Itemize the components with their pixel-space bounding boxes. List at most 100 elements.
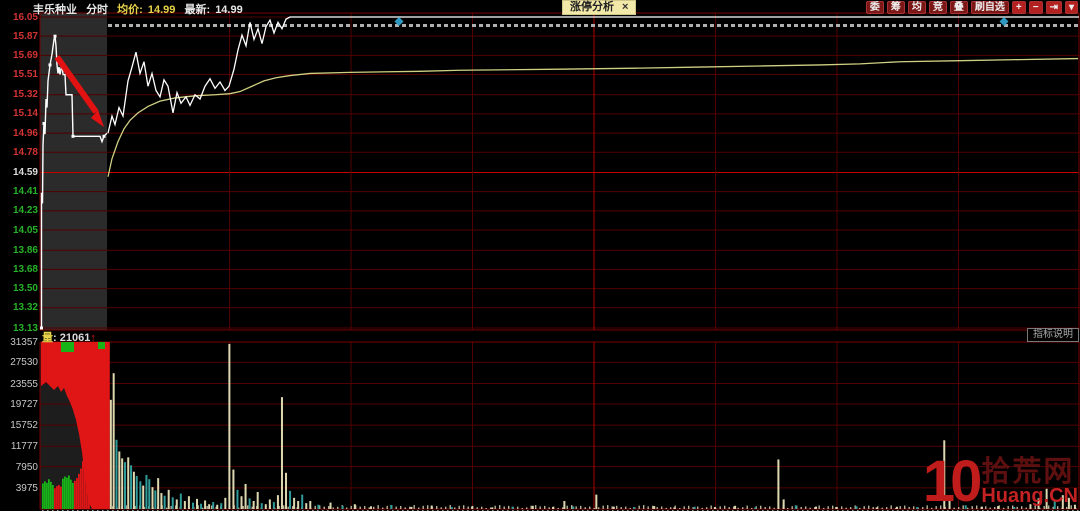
volume-noise-bar (1048, 505, 1050, 509)
volume-noise-bar (395, 506, 397, 509)
toolbar-button-zoom-out[interactable]: − (1028, 1, 1043, 14)
volume-noise-bar (445, 506, 447, 509)
price-dot (71, 134, 75, 138)
toolbar-button-jing[interactable]: 竞 (928, 1, 947, 14)
volume-noise-bar (647, 506, 649, 509)
volume-bar (511, 506, 514, 509)
price-axis-label: 15.87 (12, 30, 38, 42)
volume-bar (272, 502, 275, 509)
top-bar: 丰乐种业 分时 均价: 14.99 最新: 14.99 涨停分析 × 委筹均竞叠… (0, 0, 1080, 16)
tab-close-icon[interactable]: × (622, 1, 629, 13)
volume-bar (612, 506, 615, 509)
price-dot (48, 63, 52, 67)
volume-noise-bar (886, 507, 888, 509)
volume-noise-bar (571, 505, 573, 509)
volume-noise-bar (463, 505, 465, 509)
toolbar-button-jun[interactable]: 均 (907, 1, 926, 14)
price-dot (53, 34, 57, 38)
auction-volume-green (61, 342, 74, 352)
volume-axis-label: 11777 (10, 441, 38, 453)
volume-bar (276, 495, 279, 509)
avg-price-label: 均价: (117, 4, 143, 16)
volume-noise-bar (202, 507, 204, 509)
volume-noise-bar (953, 507, 955, 509)
volume-noise-bar (175, 505, 177, 509)
volume-bar (183, 501, 186, 509)
volume-noise-bar (899, 506, 901, 509)
volume-bar (240, 496, 243, 509)
tab-limit-up-analysis[interactable]: 涨停分析 × (562, 0, 637, 15)
volume-noise-bar (967, 507, 969, 509)
volume-bar (297, 501, 300, 509)
volume-noise-bar (701, 507, 703, 509)
volume-noise-bar (368, 507, 370, 509)
volume-bar (632, 507, 635, 509)
avg-price-value: 14.99 (147, 4, 176, 16)
toolbar-button-refresh-watchlist[interactable]: 刷自选 (970, 1, 1009, 14)
volume-bar (1037, 498, 1040, 509)
volume-noise-bar (625, 506, 627, 509)
volume-noise-bar (751, 507, 753, 509)
volume-noise-bar (994, 506, 996, 509)
price-axis-label: 14.41 (12, 186, 38, 198)
volume-noise-bar (134, 506, 136, 509)
indicator-note-button[interactable]: 指标说明 (1027, 328, 1079, 342)
volume-noise-bar (535, 505, 537, 509)
toolbar-button-jump-end[interactable]: ⇥ (1045, 1, 1062, 14)
volume-bar (244, 483, 247, 509)
volume-noise-bar (845, 507, 847, 509)
volume-noise-bar (742, 507, 744, 509)
volume-noise-bar (499, 505, 501, 509)
volume-noise-bar (1043, 506, 1045, 509)
price-dot (42, 122, 46, 126)
toolbar-button-die[interactable]: 叠 (949, 1, 968, 14)
volume-noise-bar (418, 507, 420, 509)
auction-price-line (40, 35, 108, 328)
price-line (107, 16, 1079, 134)
chart-type-label: 分时 (86, 4, 109, 16)
volume-bar (1045, 488, 1048, 509)
volume-noise-bar (724, 505, 726, 509)
volume-bar (167, 489, 170, 509)
auction-volume-bar (72, 482, 74, 509)
toolbar-button-wei[interactable]: 委 (865, 1, 884, 14)
volume-bar (916, 507, 919, 509)
price-axis-label: 14.96 (12, 127, 38, 139)
volume-value: : 21061 (53, 332, 91, 344)
volume-noise-bar (917, 507, 919, 509)
volume-noise-bar (1016, 506, 1018, 509)
volume-bar (301, 494, 304, 509)
volume-noise-bar (211, 505, 213, 509)
volume-bar (563, 501, 566, 509)
toolbar-button-zoom-in[interactable]: + (1011, 1, 1026, 14)
auction-volume-bar (56, 486, 58, 509)
volume-bar (782, 499, 785, 509)
volume-noise-bar (337, 506, 339, 509)
volume-noise-bar (292, 506, 294, 509)
volume-bar (260, 503, 263, 509)
volume-noise-bar (1052, 506, 1054, 509)
volume-noise-bar (904, 505, 906, 509)
volume-noise-bar (674, 505, 676, 509)
volume-noise-bar (557, 507, 559, 509)
volume-noise-bar (814, 507, 816, 509)
price-axis-label: 16.05 (12, 11, 38, 23)
volume-bar (256, 491, 259, 509)
volume-noise-bar (386, 505, 388, 509)
toolbar-button-dropdown[interactable]: ▾ (1064, 1, 1078, 14)
volume-bar (734, 505, 737, 509)
toolbar-button-chou[interactable]: 筹 (886, 1, 905, 14)
volume-bar (964, 505, 967, 509)
volume-noise-bar (863, 506, 865, 509)
volume-noise-bar (850, 507, 852, 509)
volume-noise-bar (692, 507, 694, 509)
price-axis-label: 14.23 (12, 205, 38, 217)
volume-noise-bar (332, 507, 334, 509)
volume-noise-bar (989, 507, 991, 509)
volume-bar (171, 497, 174, 509)
volume-noise-bar (971, 506, 973, 509)
volume-noise-bar (530, 505, 532, 509)
volume-bar (329, 502, 332, 509)
